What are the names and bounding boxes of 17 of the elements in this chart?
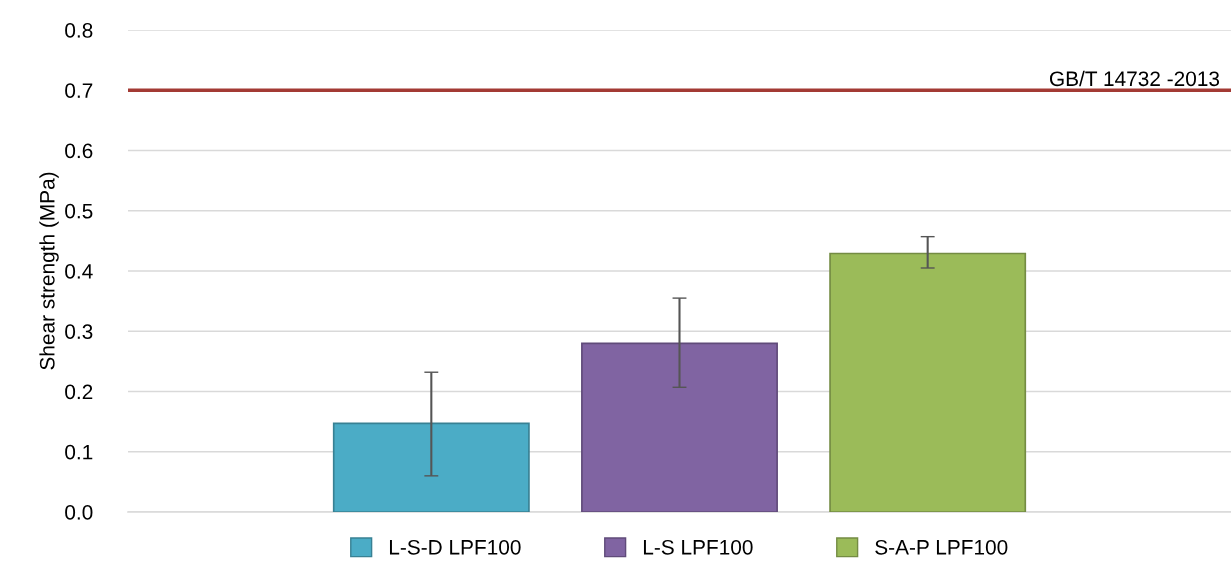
bar [829, 252, 1027, 512]
bar [581, 342, 778, 512]
y-tick-label: 0.1 [65, 444, 93, 460]
legend-label: S-A-P LPF100 [875, 539, 1008, 555]
legend-label: L-S-D LPF100 [389, 539, 521, 555]
y-tick-label: 0.4 [65, 264, 93, 279]
y-tick-label: 0.5 [65, 203, 93, 219]
y-axis-title: Shear strength (MPa) [39, 172, 59, 370]
y-tick-label: 0.3 [65, 324, 93, 339]
legend-label: L-S LPF100 [643, 539, 753, 555]
y-tick-label: 0.2 [65, 384, 93, 400]
ref-line-label: GB/T 14732 -2013 [1049, 70, 1220, 87]
y-tick-label: 0.7 [65, 83, 93, 98]
y-tick-label: 0.0 [65, 505, 93, 520]
y-tick-label: 0.8 [65, 23, 93, 38]
y-tick-label: 0.6 [65, 143, 93, 159]
bar [332, 422, 530, 512]
